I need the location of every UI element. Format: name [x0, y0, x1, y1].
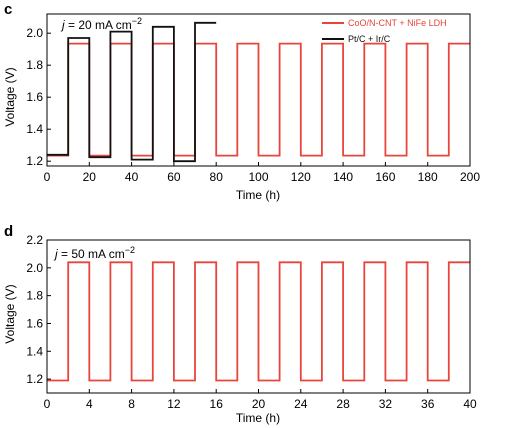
panel-d-x-tick-label: 32: [379, 397, 393, 411]
panel-c-x-tick-label: 160: [375, 170, 395, 184]
panel-d-x-tick-label: 0: [44, 397, 51, 411]
panel-d-x-tick-label: 40: [463, 397, 477, 411]
panel-c-series-line-1: [47, 42, 470, 157]
panel-d-x-tick-label: 4: [86, 397, 93, 411]
panel-c-y-axis-title: Voltage (V): [3, 67, 17, 126]
panel-c-annotation-sup: −2: [132, 16, 142, 26]
panel-c-y-tick-label: 1.6: [26, 90, 43, 104]
panel-d-x-tick-label: 24: [294, 397, 308, 411]
panel-c-x-tick-label: 60: [167, 170, 181, 184]
panel-c-x-tick-label: 20: [83, 170, 97, 184]
panel-c-x-tick-label: 180: [418, 170, 438, 184]
panel-d-y-tick-label: 2.0: [26, 261, 43, 275]
panel-d-y-tick-label: 1.8: [26, 289, 43, 303]
panel-d-x-tick-label: 36: [421, 397, 435, 411]
panel-d-y-tick-label: 1.6: [26, 316, 43, 330]
panel-d-letter: d: [4, 223, 13, 240]
legend-label-ptc-irc: Pt/C + Ir/C: [348, 34, 391, 44]
panel-d-annotation-text: = 50 mA cm: [58, 247, 125, 261]
panel-c-y-tick-label: 1.2: [26, 154, 43, 168]
legend-label-coo-ncnt: CoO/N-CNT + NiFe LDH: [348, 18, 447, 28]
panel-c-current-density-annotation: j = 20 mA cm−2: [60, 16, 142, 32]
panel-d-y-tick-label: 1.4: [26, 344, 43, 358]
panel-c-legend: CoO/N-CNT + NiFe LDH Pt/C + Ir/C: [322, 18, 447, 44]
panel-c-annotation-text: = 20 mA cm: [65, 18, 132, 32]
panel-d-y-tick-label: 1.2: [26, 372, 43, 386]
panel-c-x-tick-label: 200: [460, 170, 480, 184]
panel-c-y-tick-label: 1.4: [26, 122, 43, 136]
panel-d-chart: d Voltage (V) Time (h) 0 4 8 12 16 20 24 28 32 36…: [3, 223, 477, 425]
panel-c-y-tick-label: 1.8: [26, 58, 43, 72]
panel-c-letter: c: [4, 1, 12, 18]
panel-d-y-tick-label: 2.2: [26, 233, 43, 247]
panel-d-y-axis-title: Voltage (V): [3, 284, 17, 343]
panel-c-series-line-2: [47, 21, 217, 163]
panel-c-x-axis-title: Time (h): [236, 188, 280, 202]
panel-d-series-group: [47, 261, 470, 382]
panel-c-x-tick-label: 140: [333, 170, 353, 184]
panel-d-x-axis-title: Time (h): [236, 411, 280, 425]
panel-c-series-group: [47, 21, 470, 163]
panel-c-y-tick-label: 2.0: [26, 26, 43, 40]
panel-c-annotation-j: j: [60, 18, 65, 32]
panel-c-chart: c Voltage (V) Time (h) 0 20 40 60 80 100 120 14…: [3, 1, 480, 202]
panel-d-x-tick-label: 8: [128, 397, 135, 411]
panel-d-x-tick-label: 16: [210, 397, 224, 411]
panel-c-axes: 0 20 40 60 80 100 120 140 160 180 200 1.2 1.4 1.6 1.8 2…: [26, 13, 480, 184]
panel-d-current-density-annotation: j = 50 mA cm−2: [53, 245, 135, 261]
panel-d-series-line-1: [47, 261, 470, 382]
panel-d-x-tick-label: 28: [336, 397, 350, 411]
panel-d-axes: 0 4 8 12 16 20 24 28 32 36 40 1.2 1.4 1.6 1.8 2.0 2.2: [26, 233, 477, 411]
panel-d-x-tick-label: 12: [167, 397, 181, 411]
panel-c-x-tick-label: 40: [125, 170, 139, 184]
panel-c-x-tick-label: 0: [44, 170, 51, 184]
panel-d-x-tick-label: 20: [252, 397, 266, 411]
panel-d-annotation-j: j: [53, 247, 58, 261]
panel-c-x-tick-label: 120: [291, 170, 311, 184]
panel-c-x-tick-label: 80: [210, 170, 224, 184]
panel-d-annotation-sup: −2: [125, 245, 135, 255]
panel-c-x-tick-label: 100: [248, 170, 268, 184]
